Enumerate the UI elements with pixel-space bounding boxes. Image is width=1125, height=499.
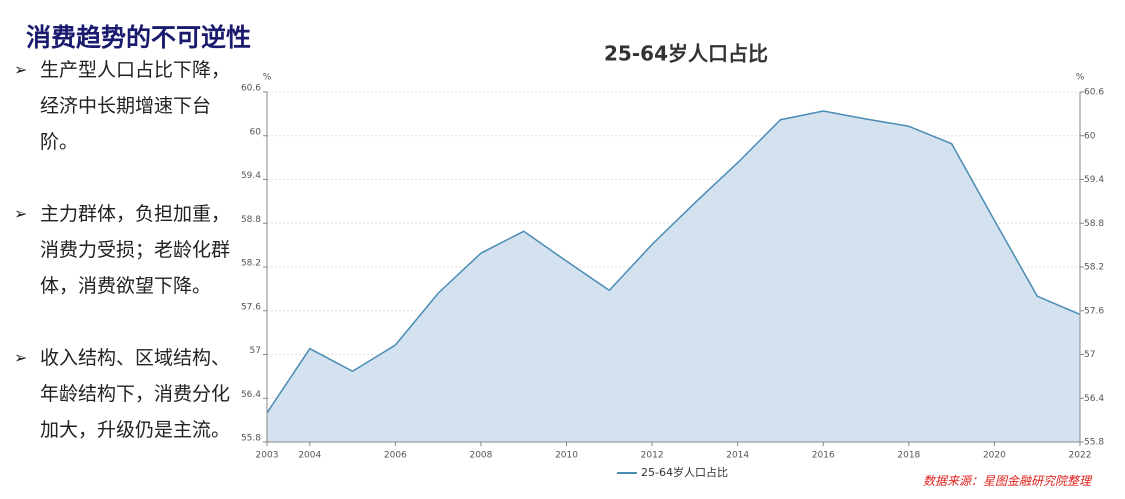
- chart-title: 25-64岁人口占比: [604, 42, 768, 66]
- y-tick-label: 55.8: [241, 434, 261, 444]
- y-tick-label: 58.8: [241, 215, 261, 225]
- x-tick-label: 2020: [983, 451, 1006, 461]
- x-tick-label: 2008: [469, 451, 492, 461]
- x-tick-label: 2012: [641, 451, 664, 461]
- bullet: 收入结构、区域结构、年龄结构下，消费分化加大，升级仍是主流。: [14, 340, 239, 448]
- y-tick-label: 58.2: [241, 259, 261, 269]
- legend-label: 25-64岁人口占比: [641, 465, 728, 479]
- y-tick-label: 60.6: [241, 84, 261, 94]
- y-tick-label: 57: [250, 346, 261, 356]
- y-tick-label: 57.6: [241, 302, 261, 312]
- y2-tick-label: 57.6: [1084, 306, 1104, 316]
- y2-tick-label: 58.2: [1084, 263, 1104, 273]
- y2-unit: %: [1076, 73, 1085, 83]
- source-note: 数据来源：星图金融研究院整理: [922, 474, 1091, 488]
- line: [266, 110, 1081, 414]
- y-tick-label: 60: [250, 127, 262, 137]
- bullet: 生产型人口占比下降，经济中长期增速下台阶。: [14, 52, 239, 160]
- x-tick-label: 2016: [812, 451, 835, 461]
- x-tick-label: 2018: [897, 451, 920, 461]
- slide-title: 消费趋势的不可逆性: [26, 23, 252, 52]
- y-tick-label: 56.4: [241, 390, 261, 400]
- x-tick-label: 2022: [1069, 451, 1092, 461]
- y-tick-label: 59.4: [241, 171, 261, 181]
- y2-tick-label: 57: [1084, 350, 1095, 360]
- x-tick-label: 2014: [726, 451, 749, 461]
- x-tick-label: 2004: [298, 451, 321, 461]
- y2-tick-label: 60.6: [1084, 88, 1104, 98]
- x-tick-label: 2006: [384, 451, 407, 461]
- y2-tick-label: 56.4: [1084, 394, 1104, 404]
- x-tick-label: 2010: [555, 451, 578, 461]
- y2-tick-label: 58.8: [1084, 219, 1104, 229]
- area: [267, 110, 1080, 442]
- bullet: 主力群体，负担加重，消费力受损；老龄化群体，消费欲望下降。: [14, 196, 239, 304]
- y2-tick-label: 59.4: [1084, 175, 1104, 185]
- y2-tick-label: 55.8: [1084, 438, 1104, 448]
- y2-tick-label: 60: [1084, 131, 1096, 141]
- x-tick-label: 2003: [256, 451, 279, 461]
- y-unit: %: [263, 73, 272, 83]
